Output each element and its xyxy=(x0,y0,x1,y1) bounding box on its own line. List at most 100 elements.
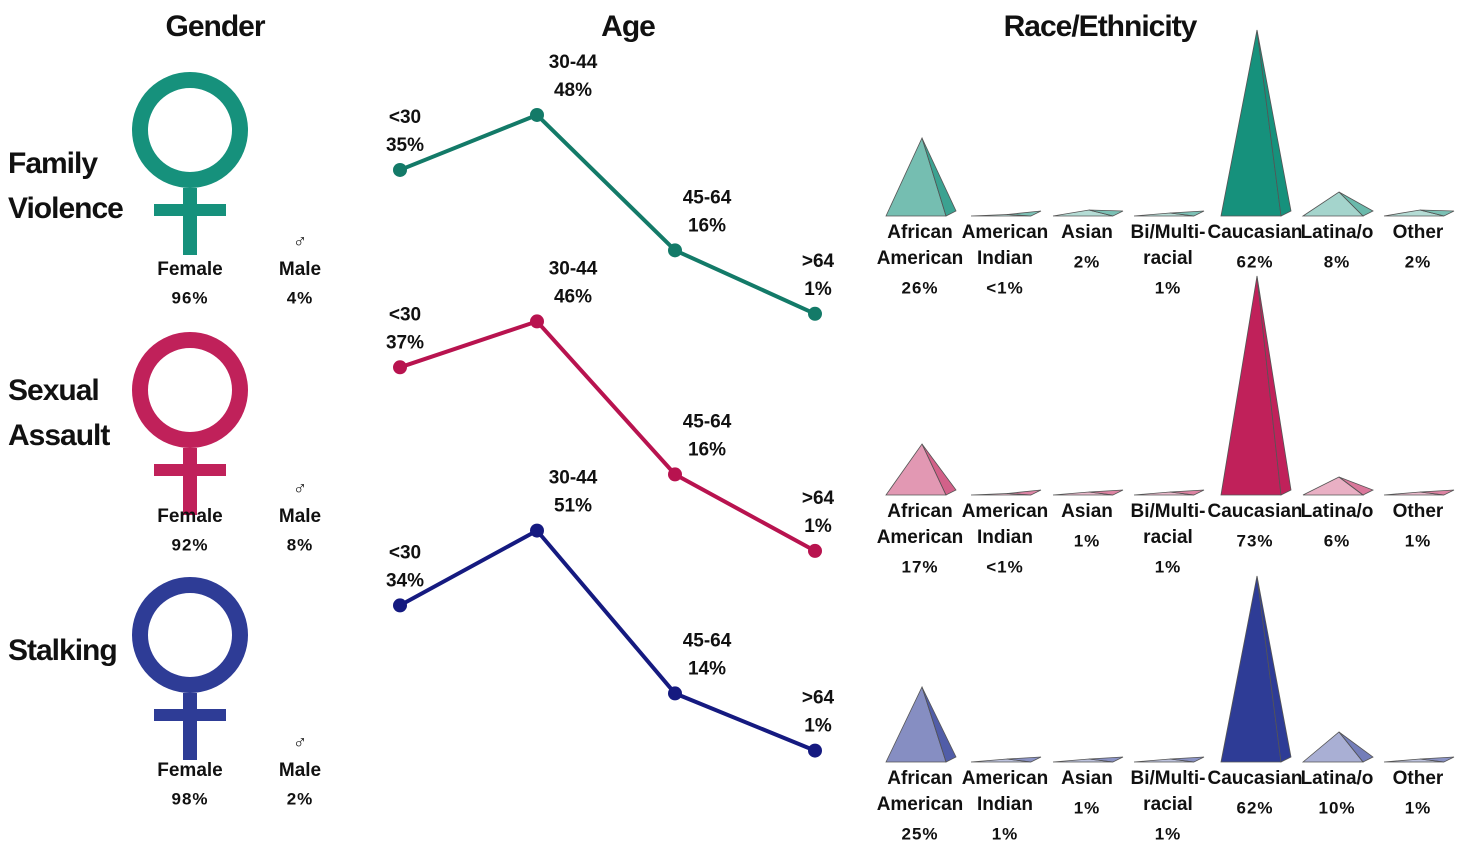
pyramid xyxy=(1052,756,1124,763)
row-label: Stalking xyxy=(8,634,117,667)
female-icon xyxy=(132,577,248,760)
age-value: 1% xyxy=(804,516,832,537)
age-value: 48% xyxy=(554,80,592,101)
race-category: American xyxy=(877,794,964,815)
pyramid xyxy=(1220,575,1292,763)
race-category: Indian xyxy=(977,527,1033,548)
race-category: American xyxy=(962,222,1049,243)
race-category: Indian xyxy=(977,794,1033,815)
age-value: 14% xyxy=(688,658,726,679)
gender-value: 92% xyxy=(171,535,208,554)
pyramid xyxy=(970,756,1042,763)
row-label: Family xyxy=(8,147,98,180)
age-value: 16% xyxy=(688,215,726,236)
pyramid xyxy=(1302,476,1374,496)
age-point xyxy=(668,467,682,482)
race-value: <1% xyxy=(986,278,1024,297)
age-category: >64 xyxy=(802,688,835,709)
race-value: <1% xyxy=(986,557,1024,576)
gender-label: Female xyxy=(157,259,222,280)
race-category: African xyxy=(887,768,952,789)
pyramid xyxy=(1301,191,1374,217)
race-category: racial xyxy=(1143,794,1193,815)
gender-label: Female xyxy=(157,506,222,527)
age-category: >64 xyxy=(802,488,835,509)
row-label: Assault xyxy=(8,419,110,452)
row-label: Violence xyxy=(8,192,123,225)
race-category: racial xyxy=(1143,527,1193,548)
age-value: 16% xyxy=(688,439,726,460)
race-value: 26% xyxy=(901,278,938,297)
age-category: 30-44 xyxy=(549,52,598,73)
age-category: <30 xyxy=(389,304,421,325)
race-category: Asian xyxy=(1061,768,1113,789)
row-label: Sexual xyxy=(8,374,99,407)
pyramid xyxy=(1133,756,1205,763)
race-category: African xyxy=(887,222,952,243)
race-value: 1% xyxy=(1405,531,1432,550)
age-category: 45-64 xyxy=(683,630,732,651)
age-value: 35% xyxy=(386,135,424,156)
age-category: 45-64 xyxy=(683,187,732,208)
age-category: <30 xyxy=(389,107,421,128)
race-category: Asian xyxy=(1061,501,1113,522)
race-category: Indian xyxy=(977,248,1033,269)
race-value: 10% xyxy=(1318,798,1355,817)
pyramid xyxy=(1220,29,1292,217)
age-category: 45-64 xyxy=(683,411,732,432)
gender-label: Female xyxy=(157,760,222,781)
race-value: 1% xyxy=(1074,798,1101,817)
male-icon: ♂ xyxy=(293,478,307,499)
age-value: 46% xyxy=(554,286,592,307)
race-value: 1% xyxy=(1074,531,1101,550)
age-category: 30-44 xyxy=(549,258,598,279)
pyramid xyxy=(1133,210,1205,217)
age-line xyxy=(399,528,816,753)
header: Race/Ethnicity xyxy=(1004,10,1198,43)
race-value: 17% xyxy=(901,557,938,576)
male-icon: ♂ xyxy=(293,732,307,753)
pyramid xyxy=(885,685,957,763)
race-category: Bi/Multi- xyxy=(1131,501,1206,522)
gender-label: Male xyxy=(279,259,321,280)
female-icon xyxy=(132,332,248,515)
header: Gender xyxy=(165,10,265,43)
age-line xyxy=(399,319,816,553)
race-value: 1% xyxy=(1405,798,1432,817)
race-category: racial xyxy=(1143,248,1193,269)
pyramid xyxy=(1052,489,1124,496)
age-point xyxy=(393,360,407,375)
race-value: 1% xyxy=(992,824,1019,842)
race-value: 62% xyxy=(1236,798,1273,817)
race-category: American xyxy=(877,248,964,269)
race-value: 8% xyxy=(1324,252,1351,271)
gender-value: 4% xyxy=(287,288,314,307)
age-point xyxy=(530,107,544,122)
age-point xyxy=(808,743,822,758)
race-value: 1% xyxy=(1155,824,1182,842)
pyramid xyxy=(1383,756,1455,763)
race-category: Bi/Multi- xyxy=(1131,222,1206,243)
race-category: Caucasian xyxy=(1207,222,1302,243)
race-category: Other xyxy=(1393,768,1444,789)
age-line xyxy=(399,112,816,316)
gender-label: Male xyxy=(279,506,321,527)
pyramid xyxy=(1383,489,1455,496)
race-category: Asian xyxy=(1061,222,1113,243)
pyramid xyxy=(1133,489,1205,496)
race-value: 73% xyxy=(1236,531,1273,550)
age-point xyxy=(668,686,682,701)
race-category: Latina/o xyxy=(1301,768,1374,789)
race-category: American xyxy=(962,501,1049,522)
age-point xyxy=(393,598,407,613)
race-category: Latina/o xyxy=(1301,501,1374,522)
race-category: Bi/Multi- xyxy=(1131,768,1206,789)
gender-value: 98% xyxy=(171,789,208,808)
age-point xyxy=(530,314,544,329)
male-icon: ♂ xyxy=(293,231,307,252)
pyramid xyxy=(970,489,1042,496)
race-category: Caucasian xyxy=(1207,501,1302,522)
race-value: 1% xyxy=(1155,278,1182,297)
pyramid xyxy=(1052,209,1124,217)
